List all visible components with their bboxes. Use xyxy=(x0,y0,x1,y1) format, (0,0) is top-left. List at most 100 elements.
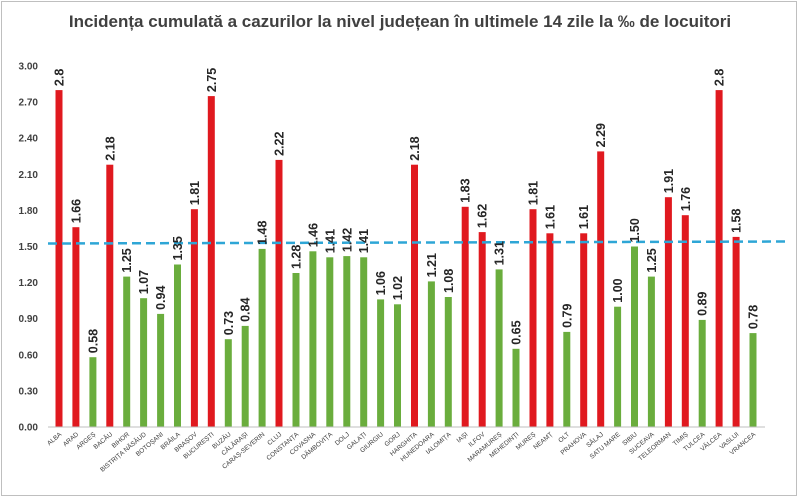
x-tick-label: NEAMȚ xyxy=(532,431,554,451)
bar-olt xyxy=(563,331,571,427)
bar-mehedinți xyxy=(512,348,520,427)
data-label: 1.02 xyxy=(391,276,405,300)
data-label: 1.35 xyxy=(171,236,185,260)
data-label: 1.61 xyxy=(543,205,557,229)
data-label: 0.58 xyxy=(86,329,100,353)
bar-timiș xyxy=(681,215,689,427)
bar-teleorman xyxy=(664,197,672,427)
data-label: 1.25 xyxy=(120,248,134,272)
data-label: 1.62 xyxy=(476,204,490,228)
bar-sălaj xyxy=(597,151,605,427)
y-tick-label: 1.50 xyxy=(19,242,39,253)
bar-satu-mare xyxy=(614,306,622,427)
bar-vrancea xyxy=(749,333,757,427)
bar-mureș xyxy=(529,209,537,427)
data-label: 0.65 xyxy=(510,320,524,344)
data-label: 1.58 xyxy=(730,209,744,233)
data-label: 1.21 xyxy=(425,253,439,277)
bar-iași xyxy=(461,206,469,427)
bar-suceava xyxy=(647,276,655,427)
bar-brăila xyxy=(174,264,181,427)
data-label: 1.61 xyxy=(577,205,591,229)
data-label: 1.81 xyxy=(527,181,541,205)
x-tick-label: BACĂU xyxy=(91,429,114,450)
bar-călărași xyxy=(241,325,249,427)
data-label: 2.18 xyxy=(103,136,117,160)
bar-dolj xyxy=(343,256,351,427)
bar-bihor xyxy=(123,276,131,427)
data-label: 1.50 xyxy=(628,218,642,242)
y-axis: 0.00 0.30 0.60 0.90 1.20 1.50 1.80 2.10 2.40 2.70… xyxy=(19,62,39,434)
bar-tulcea xyxy=(698,319,706,427)
data-label: 1.41 xyxy=(357,229,371,253)
data-label: 0.79 xyxy=(560,304,574,328)
data-label: 1.83 xyxy=(459,178,473,202)
bar-sibiu xyxy=(631,246,638,427)
data-label: 1.46 xyxy=(306,223,320,247)
bar-botoșani xyxy=(157,313,165,427)
bar-vaslui xyxy=(732,236,740,427)
data-label: 2.8 xyxy=(713,69,727,86)
y-tick-label: 2.10 xyxy=(19,170,39,181)
bar-buzău xyxy=(224,339,232,427)
data-label: 1.42 xyxy=(340,228,354,252)
bar-dâmbovița xyxy=(326,257,334,427)
bar-prahova xyxy=(580,233,588,427)
data-label: 1.76 xyxy=(679,187,693,211)
bar-caraș-severin xyxy=(258,248,266,427)
y-tick-label: 2.70 xyxy=(19,98,39,109)
threshold-line xyxy=(47,240,791,245)
y-tick-label: 1.80 xyxy=(19,206,39,217)
bar-gorj xyxy=(394,304,401,427)
data-label: 1.00 xyxy=(611,278,625,302)
y-tick-label: 2.40 xyxy=(19,134,39,145)
y-tick-label: 0.60 xyxy=(19,350,39,361)
threshold-dashed-line xyxy=(47,240,791,245)
y-tick-label: 3.00 xyxy=(19,62,39,73)
chart-title: Incidența cumulată a cazurilor la nivel … xyxy=(68,12,732,31)
bar-vâlcea xyxy=(715,90,723,427)
data-label: 1.08 xyxy=(442,269,456,293)
data-label: 2.8 xyxy=(53,69,67,86)
data-label: 2.75 xyxy=(205,68,219,92)
y-tick-label: 0.90 xyxy=(19,314,39,325)
data-label: 1.41 xyxy=(323,229,337,253)
bar-bacău xyxy=(106,164,114,427)
bar-maramureș xyxy=(495,269,503,427)
data-label: 1.07 xyxy=(137,270,151,294)
bar-ilfov xyxy=(478,232,486,427)
data-label: 1.91 xyxy=(662,169,676,193)
data-label: 1.25 xyxy=(645,248,659,272)
x-tick-label: ALBA xyxy=(46,431,64,447)
bars xyxy=(55,90,757,427)
y-tick-label: 1.20 xyxy=(19,278,39,289)
bar-alba xyxy=(55,90,63,427)
y-tick-label: 0.30 xyxy=(19,386,39,397)
data-label: 0.89 xyxy=(696,292,710,316)
bar-constanța xyxy=(292,273,300,427)
data-label: 2.29 xyxy=(594,123,608,147)
bar-harghita xyxy=(411,164,418,427)
bar-arad xyxy=(72,227,80,427)
data-label: 1.31 xyxy=(493,241,507,265)
data-label: 1.81 xyxy=(188,181,202,205)
data-labels: 2.81.660.582.181.251.070.941.351.812.750… xyxy=(53,68,761,353)
data-label: 1.06 xyxy=(374,271,388,295)
bar-bucurești xyxy=(207,96,215,427)
data-label: 2.22 xyxy=(273,132,287,156)
data-label: 0.94 xyxy=(154,286,168,310)
data-label: 1.66 xyxy=(69,199,83,223)
bar-galați xyxy=(360,257,368,427)
bar-neamț xyxy=(546,233,554,427)
data-label: 2.18 xyxy=(408,136,422,160)
bar-bistrița-năsăud xyxy=(140,298,148,427)
data-label: 0.78 xyxy=(747,305,761,329)
bar-argeș xyxy=(89,357,97,427)
bar-giurgiu xyxy=(377,299,385,427)
bar-cluj xyxy=(275,159,283,427)
data-label: 0.84 xyxy=(239,298,253,322)
bar-brașov xyxy=(190,209,198,427)
bar-covasna xyxy=(309,251,317,427)
